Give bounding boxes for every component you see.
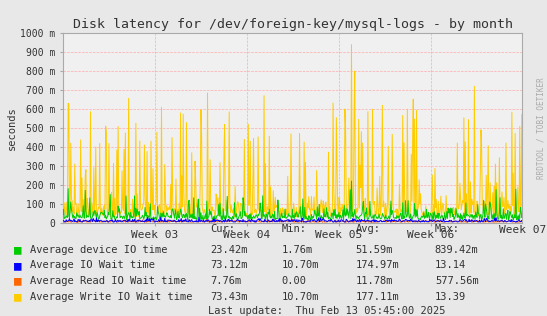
- Text: 1.76m: 1.76m: [282, 245, 313, 255]
- Text: 177.11m: 177.11m: [356, 292, 399, 302]
- Text: 7.76m: 7.76m: [211, 276, 242, 286]
- Text: Average device IO time: Average device IO time: [30, 245, 167, 255]
- Text: Average Read IO Wait time: Average Read IO Wait time: [30, 276, 187, 286]
- Text: ■: ■: [14, 290, 21, 304]
- Text: Max:: Max:: [435, 224, 460, 234]
- Text: Last update:  Thu Feb 13 05:45:00 2025: Last update: Thu Feb 13 05:45:00 2025: [208, 307, 445, 316]
- Text: 0.00: 0.00: [282, 276, 307, 286]
- Y-axis label: seconds: seconds: [7, 106, 18, 150]
- Text: ■: ■: [14, 243, 21, 256]
- Text: Average IO Wait time: Average IO Wait time: [30, 260, 155, 270]
- Text: 13.39: 13.39: [435, 292, 466, 302]
- Text: RRDTOOL / TOBI OETIKER: RRDTOOL / TOBI OETIKER: [537, 77, 545, 179]
- Text: 23.42m: 23.42m: [211, 245, 248, 255]
- Text: 10.70m: 10.70m: [282, 260, 319, 270]
- Text: 73.12m: 73.12m: [211, 260, 248, 270]
- Text: ■: ■: [14, 259, 21, 272]
- Text: 10.70m: 10.70m: [282, 292, 319, 302]
- Text: 839.42m: 839.42m: [435, 245, 479, 255]
- Text: 174.97m: 174.97m: [356, 260, 399, 270]
- Text: 11.78m: 11.78m: [356, 276, 393, 286]
- Text: Cur:: Cur:: [211, 224, 236, 234]
- Text: 577.56m: 577.56m: [435, 276, 479, 286]
- Text: Average Write IO Wait time: Average Write IO Wait time: [30, 292, 193, 302]
- Text: Avg:: Avg:: [356, 224, 381, 234]
- Text: Week 07: Week 07: [499, 225, 546, 235]
- Text: ■: ■: [14, 275, 21, 288]
- Text: 51.59m: 51.59m: [356, 245, 393, 255]
- Text: Min:: Min:: [282, 224, 307, 234]
- Text: 73.43m: 73.43m: [211, 292, 248, 302]
- Text: 13.14: 13.14: [435, 260, 466, 270]
- Title: Disk latency for /dev/foreign-key/mysql-logs - by month: Disk latency for /dev/foreign-key/mysql-…: [73, 18, 513, 31]
